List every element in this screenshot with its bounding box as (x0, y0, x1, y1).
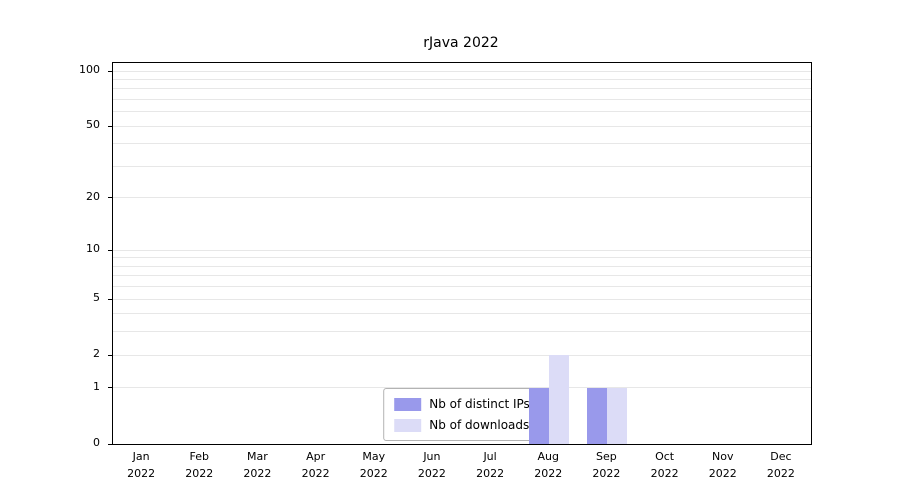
x-tick-label: Aug 2022 (534, 450, 563, 480)
gridline (113, 286, 811, 288)
gridline (113, 70, 811, 72)
chart-title: rJava 2022 (423, 35, 499, 51)
gridline (113, 88, 811, 90)
y-tick-label: 20 (86, 189, 100, 203)
bar-distinct-ips (587, 387, 608, 444)
y-tick-label: 2 (93, 347, 100, 361)
gridline (113, 111, 811, 113)
y-tick-mark (108, 298, 113, 300)
y-tick-label: 50 (86, 118, 100, 132)
x-tick-label: Jul 2022 (476, 450, 505, 480)
y-tick-mark (108, 387, 113, 389)
y-tick-label: 10 (86, 242, 100, 256)
legend-swatch-downloads (394, 418, 422, 432)
y-tick-label: 5 (93, 291, 100, 305)
gridline (113, 387, 811, 389)
legend-entry-distinct-ips: Nb of distinct IPs (394, 397, 530, 411)
x-tick-label: Jan 2022 (127, 450, 156, 480)
y-tick-mark (108, 70, 113, 72)
legend: Nb of distinct IPs Nb of downloads (383, 388, 541, 441)
x-tick-label: Sep 2022 (592, 450, 621, 480)
gridline (113, 331, 811, 333)
gridline (113, 197, 811, 199)
y-tick-mark (108, 443, 113, 445)
x-tick-label: Apr 2022 (301, 450, 330, 480)
y-tick-mark (108, 197, 113, 199)
gridline (113, 125, 811, 127)
x-tick-label: Oct 2022 (650, 450, 679, 480)
gridline (113, 249, 811, 251)
y-tick-mark (108, 249, 113, 251)
x-tick-label: Dec 2022 (766, 450, 795, 480)
x-tick-label: Nov 2022 (708, 450, 737, 480)
bar-downloads (549, 355, 570, 444)
gridline (113, 143, 811, 145)
gridline (113, 78, 811, 80)
y-tick-mark (108, 125, 113, 127)
gridline (113, 165, 811, 167)
y-tick-label: 0 (93, 436, 100, 449)
gridline (113, 98, 811, 100)
y-tick-label: 100 (79, 63, 100, 76)
x-tick-label: Mar 2022 (243, 450, 272, 480)
legend-label-downloads: Nb of downloads (429, 418, 530, 432)
gridline (113, 275, 811, 277)
legend-label-distinct-ips: Nb of distinct IPs (429, 397, 530, 411)
bar-downloads (607, 387, 628, 444)
x-axis: Jan 2022 Feb 2022 Mar 2022 Apr 2022 May 2022 Jun 20… (112, 449, 810, 489)
bar-distinct-ips (529, 387, 550, 444)
y-tick-mark (108, 354, 113, 356)
x-tick-label: May 2022 (359, 450, 388, 480)
gridline (113, 298, 811, 300)
gridline (113, 354, 811, 356)
x-tick-label: Feb 2022 (185, 450, 214, 480)
legend-entry-downloads: Nb of downloads (394, 418, 530, 432)
plot-area: Nb of distinct IPs Nb of downloads (108, 62, 812, 445)
y-tick-label: 1 (93, 379, 100, 393)
gridline (113, 313, 811, 315)
x-tick-label: Jun 2022 (417, 450, 446, 480)
gridline (113, 265, 811, 267)
legend-swatch-distinct-ips (394, 397, 422, 411)
gridline (113, 257, 811, 259)
